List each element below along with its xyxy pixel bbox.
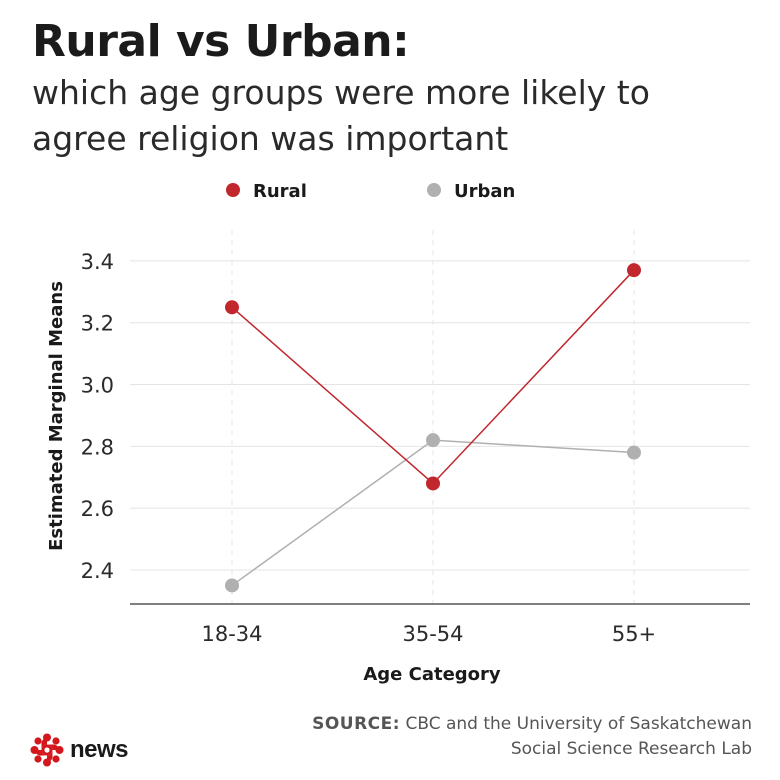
data-point-urban xyxy=(426,433,440,448)
legend-label: Rural xyxy=(253,181,307,202)
x-tick-label: 55+ xyxy=(612,622,656,646)
source-label: SOURCE: xyxy=(312,714,401,734)
x-axis-label: Age Category xyxy=(363,664,501,685)
x-tick-label: 18-34 xyxy=(201,622,262,646)
data-point-rural xyxy=(627,263,641,278)
source-note: SOURCE: CBC and the University of Saskat… xyxy=(292,712,752,762)
data-point-rural xyxy=(426,476,440,491)
y-tick-label: 2.6 xyxy=(81,497,114,521)
chart-subtitle: which age groups were more likely to agr… xyxy=(32,73,650,158)
logo-text: news xyxy=(70,736,129,763)
source-text: CBC and the University of Saskatchewan S… xyxy=(405,714,752,759)
y-tick-label: 2.4 xyxy=(81,559,114,583)
chart-title: Rural vs Urban: xyxy=(32,16,410,67)
data-point-urban xyxy=(627,445,641,460)
legend-marker xyxy=(427,183,441,197)
x-tick-label: 35-54 xyxy=(402,622,463,646)
y-tick-label: 3.0 xyxy=(81,374,114,398)
y-tick-label: 3.4 xyxy=(81,250,114,274)
data-point-rural xyxy=(225,300,239,315)
line-chart: 2.4 2.6 2.8 3.0 3.2 3.4 18-34 35-54 55+ Age Categ… xyxy=(46,181,750,685)
legend-marker xyxy=(226,183,240,197)
legend-label: Urban xyxy=(454,181,515,202)
y-tick-label: 3.2 xyxy=(81,312,114,336)
y-tick-label: 2.8 xyxy=(81,435,114,459)
cbc-news-logo: news xyxy=(30,733,129,767)
y-axis-label: Estimated Marginal Means xyxy=(46,281,67,551)
data-point-urban xyxy=(225,578,239,593)
cbc-gem-icon xyxy=(30,733,64,767)
